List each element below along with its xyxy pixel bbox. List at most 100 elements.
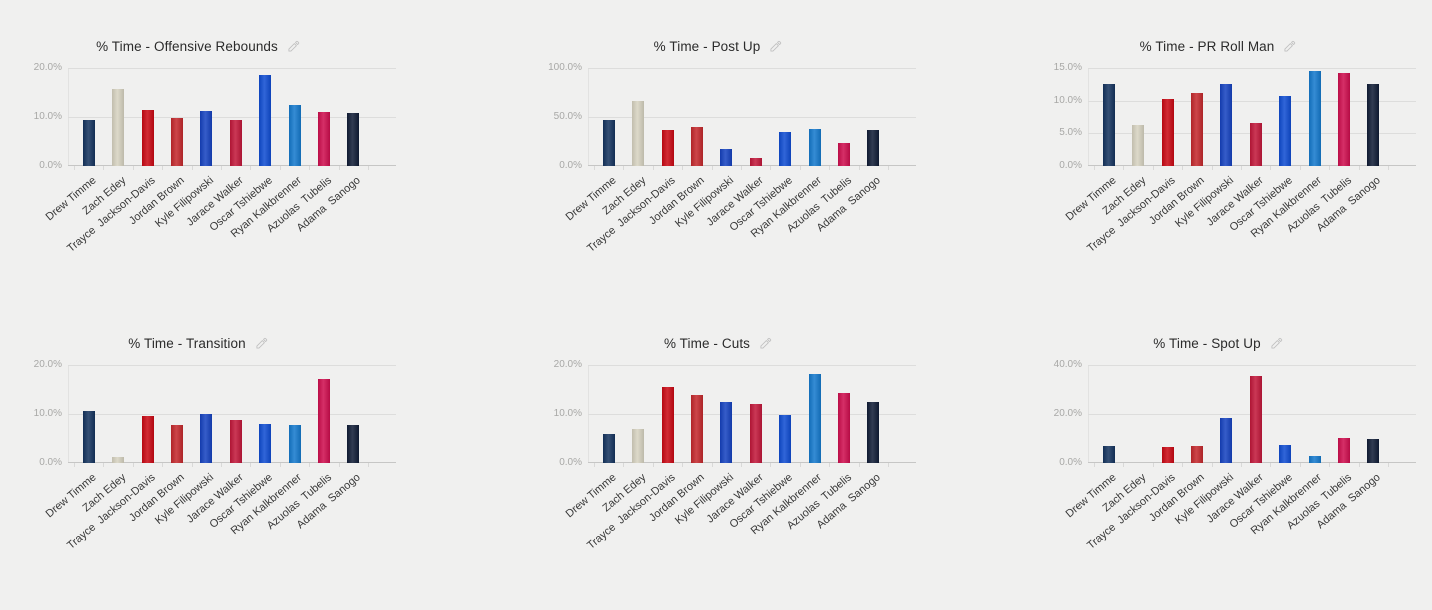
bar-drew-timme[interactable]	[82, 120, 95, 166]
y-tick-label: 20.0%	[33, 359, 62, 370]
bar-jordan-brown[interactable]	[690, 127, 703, 166]
bar-jordan-brown[interactable]	[170, 425, 183, 463]
bar-zach-edey[interactable]	[112, 89, 125, 166]
bar-jarace-walker[interactable]	[229, 120, 242, 166]
bar-zach-edey[interactable]	[1132, 125, 1145, 166]
bar-kyle-filipowski[interactable]	[1220, 418, 1233, 463]
axis-tick-mark	[829, 463, 831, 467]
bar-azuolas-tubelis[interactable]	[837, 393, 850, 463]
bar-slot	[1241, 68, 1270, 166]
bar-adama-sanogo[interactable]	[867, 402, 880, 463]
bar-kyle-filipowski[interactable]	[720, 402, 733, 463]
edit-pencil-icon[interactable]	[1283, 40, 1296, 53]
axis-tick-mark	[799, 463, 801, 467]
edit-pencil-icon[interactable]	[759, 337, 772, 350]
bar-drew-timme[interactable]	[1102, 84, 1115, 166]
bar-ryan-kalkbrenner[interactable]	[1308, 456, 1321, 463]
bar-azuolas-tubelis[interactable]	[837, 143, 850, 166]
chart-title: % Time - Offensive Rebounds	[96, 38, 278, 54]
bar-adama-sanogo[interactable]	[1367, 84, 1380, 166]
bar-azuolas-tubelis[interactable]	[1337, 73, 1350, 166]
axis-tick-mark	[74, 166, 75, 170]
bar-adama-sanogo[interactable]	[347, 113, 360, 166]
plot-area: Drew Timme Zach Edey Trayce Jackson-Davis J…	[1054, 360, 1416, 552]
bar-slot	[653, 68, 682, 166]
gridline	[1088, 100, 1416, 102]
bar-jordan-brown[interactable]	[1190, 93, 1203, 166]
bar-adama-sanogo[interactable]	[347, 425, 360, 463]
bar-ryan-kalkbrenner[interactable]	[288, 425, 301, 463]
bar-slot	[1094, 365, 1123, 463]
axis-tick-mark	[1152, 166, 1154, 170]
bar-trayce-jackson-davis[interactable]	[661, 130, 674, 166]
bar-jarace-walker[interactable]	[749, 158, 762, 166]
y-tick-label: 10.0%	[553, 408, 582, 419]
bar-drew-timme[interactable]	[602, 120, 615, 166]
axis-tick-mark	[1241, 166, 1242, 170]
bar-adama-sanogo[interactable]	[1367, 439, 1380, 463]
bar-kyle-filipowski[interactable]	[720, 149, 733, 166]
bar-trayce-jackson-davis[interactable]	[141, 416, 154, 463]
bar-jordan-brown[interactable]	[170, 118, 183, 166]
bar-slot	[1270, 365, 1299, 463]
bar-slot	[829, 365, 858, 463]
bar-slot	[250, 365, 279, 463]
bar-jarace-walker[interactable]	[229, 420, 242, 463]
bars-group	[74, 68, 368, 166]
bar-slot	[1329, 68, 1358, 166]
bar-zach-edey[interactable]	[632, 429, 645, 463]
bar-jarace-walker[interactable]	[1249, 376, 1262, 463]
bar-trayce-jackson-davis[interactable]	[1161, 447, 1174, 463]
bar-trayce-jackson-davis[interactable]	[661, 387, 674, 463]
bar-slot	[1300, 68, 1329, 166]
bar-drew-timme[interactable]	[1102, 446, 1115, 463]
bar-oscar-tshiebwe[interactable]	[1279, 445, 1292, 463]
bar-trayce-jackson-davis[interactable]	[141, 110, 154, 166]
bar-slot	[1241, 365, 1270, 463]
chart-time-transition: % Time - Transition Drew Timme Zach Edey T…	[20, 325, 450, 595]
bar-jordan-brown[interactable]	[1190, 446, 1203, 463]
bar-oscar-tshiebwe[interactable]	[259, 424, 272, 463]
bar-ryan-kalkbrenner[interactable]	[288, 105, 301, 166]
bar-drew-timme[interactable]	[602, 434, 615, 463]
axis-tick-mark	[1211, 463, 1213, 467]
bar-slot	[859, 68, 888, 166]
bar-zach-edey[interactable]	[632, 101, 645, 166]
chart-time-spot-up: % Time - Spot Up Drew Timme Zach Edey Tray…	[1040, 325, 1432, 595]
bar-oscar-tshiebwe[interactable]	[779, 415, 792, 463]
bar-ryan-kalkbrenner[interactable]	[1308, 71, 1321, 166]
bar-slot	[133, 68, 162, 166]
bar-slot	[162, 365, 191, 463]
axis-tick-mark	[594, 463, 595, 467]
bar-kyle-filipowski[interactable]	[1220, 84, 1233, 166]
bar-drew-timme[interactable]	[82, 411, 95, 463]
bar-jarace-walker[interactable]	[749, 404, 762, 463]
edit-pencil-icon[interactable]	[1270, 337, 1283, 350]
bar-oscar-tshiebwe[interactable]	[1279, 96, 1292, 166]
bar-azuolas-tubelis[interactable]	[317, 112, 330, 166]
bar-jarace-walker[interactable]	[1249, 123, 1262, 166]
bar-azuolas-tubelis[interactable]	[1337, 438, 1350, 463]
bar-oscar-tshiebwe[interactable]	[259, 75, 272, 166]
axis-tick-mark	[682, 463, 684, 467]
bar-adama-sanogo[interactable]	[867, 130, 880, 166]
y-tick-label: 10.0%	[33, 408, 62, 419]
bar-oscar-tshiebwe[interactable]	[779, 132, 792, 166]
bar-slot	[1182, 68, 1211, 166]
gridline	[588, 117, 916, 118]
bar-zach-edey[interactable]	[112, 457, 125, 463]
bar-slot	[309, 68, 338, 166]
bar-kyle-filipowski[interactable]	[200, 414, 213, 463]
bar-slot	[1359, 365, 1388, 463]
bar-kyle-filipowski[interactable]	[200, 111, 213, 166]
bar-ryan-kalkbrenner[interactable]	[808, 374, 821, 463]
axis-tick-mark	[1094, 166, 1095, 170]
bar-trayce-jackson-davis[interactable]	[1161, 99, 1174, 166]
edit-pencil-icon[interactable]	[255, 337, 268, 350]
bar-jordan-brown[interactable]	[690, 395, 703, 463]
edit-pencil-icon[interactable]	[769, 40, 782, 53]
bar-azuolas-tubelis[interactable]	[317, 379, 330, 463]
edit-pencil-icon[interactable]	[287, 40, 300, 53]
bar-ryan-kalkbrenner[interactable]	[808, 129, 821, 166]
axis-tick-mark	[1182, 463, 1184, 467]
